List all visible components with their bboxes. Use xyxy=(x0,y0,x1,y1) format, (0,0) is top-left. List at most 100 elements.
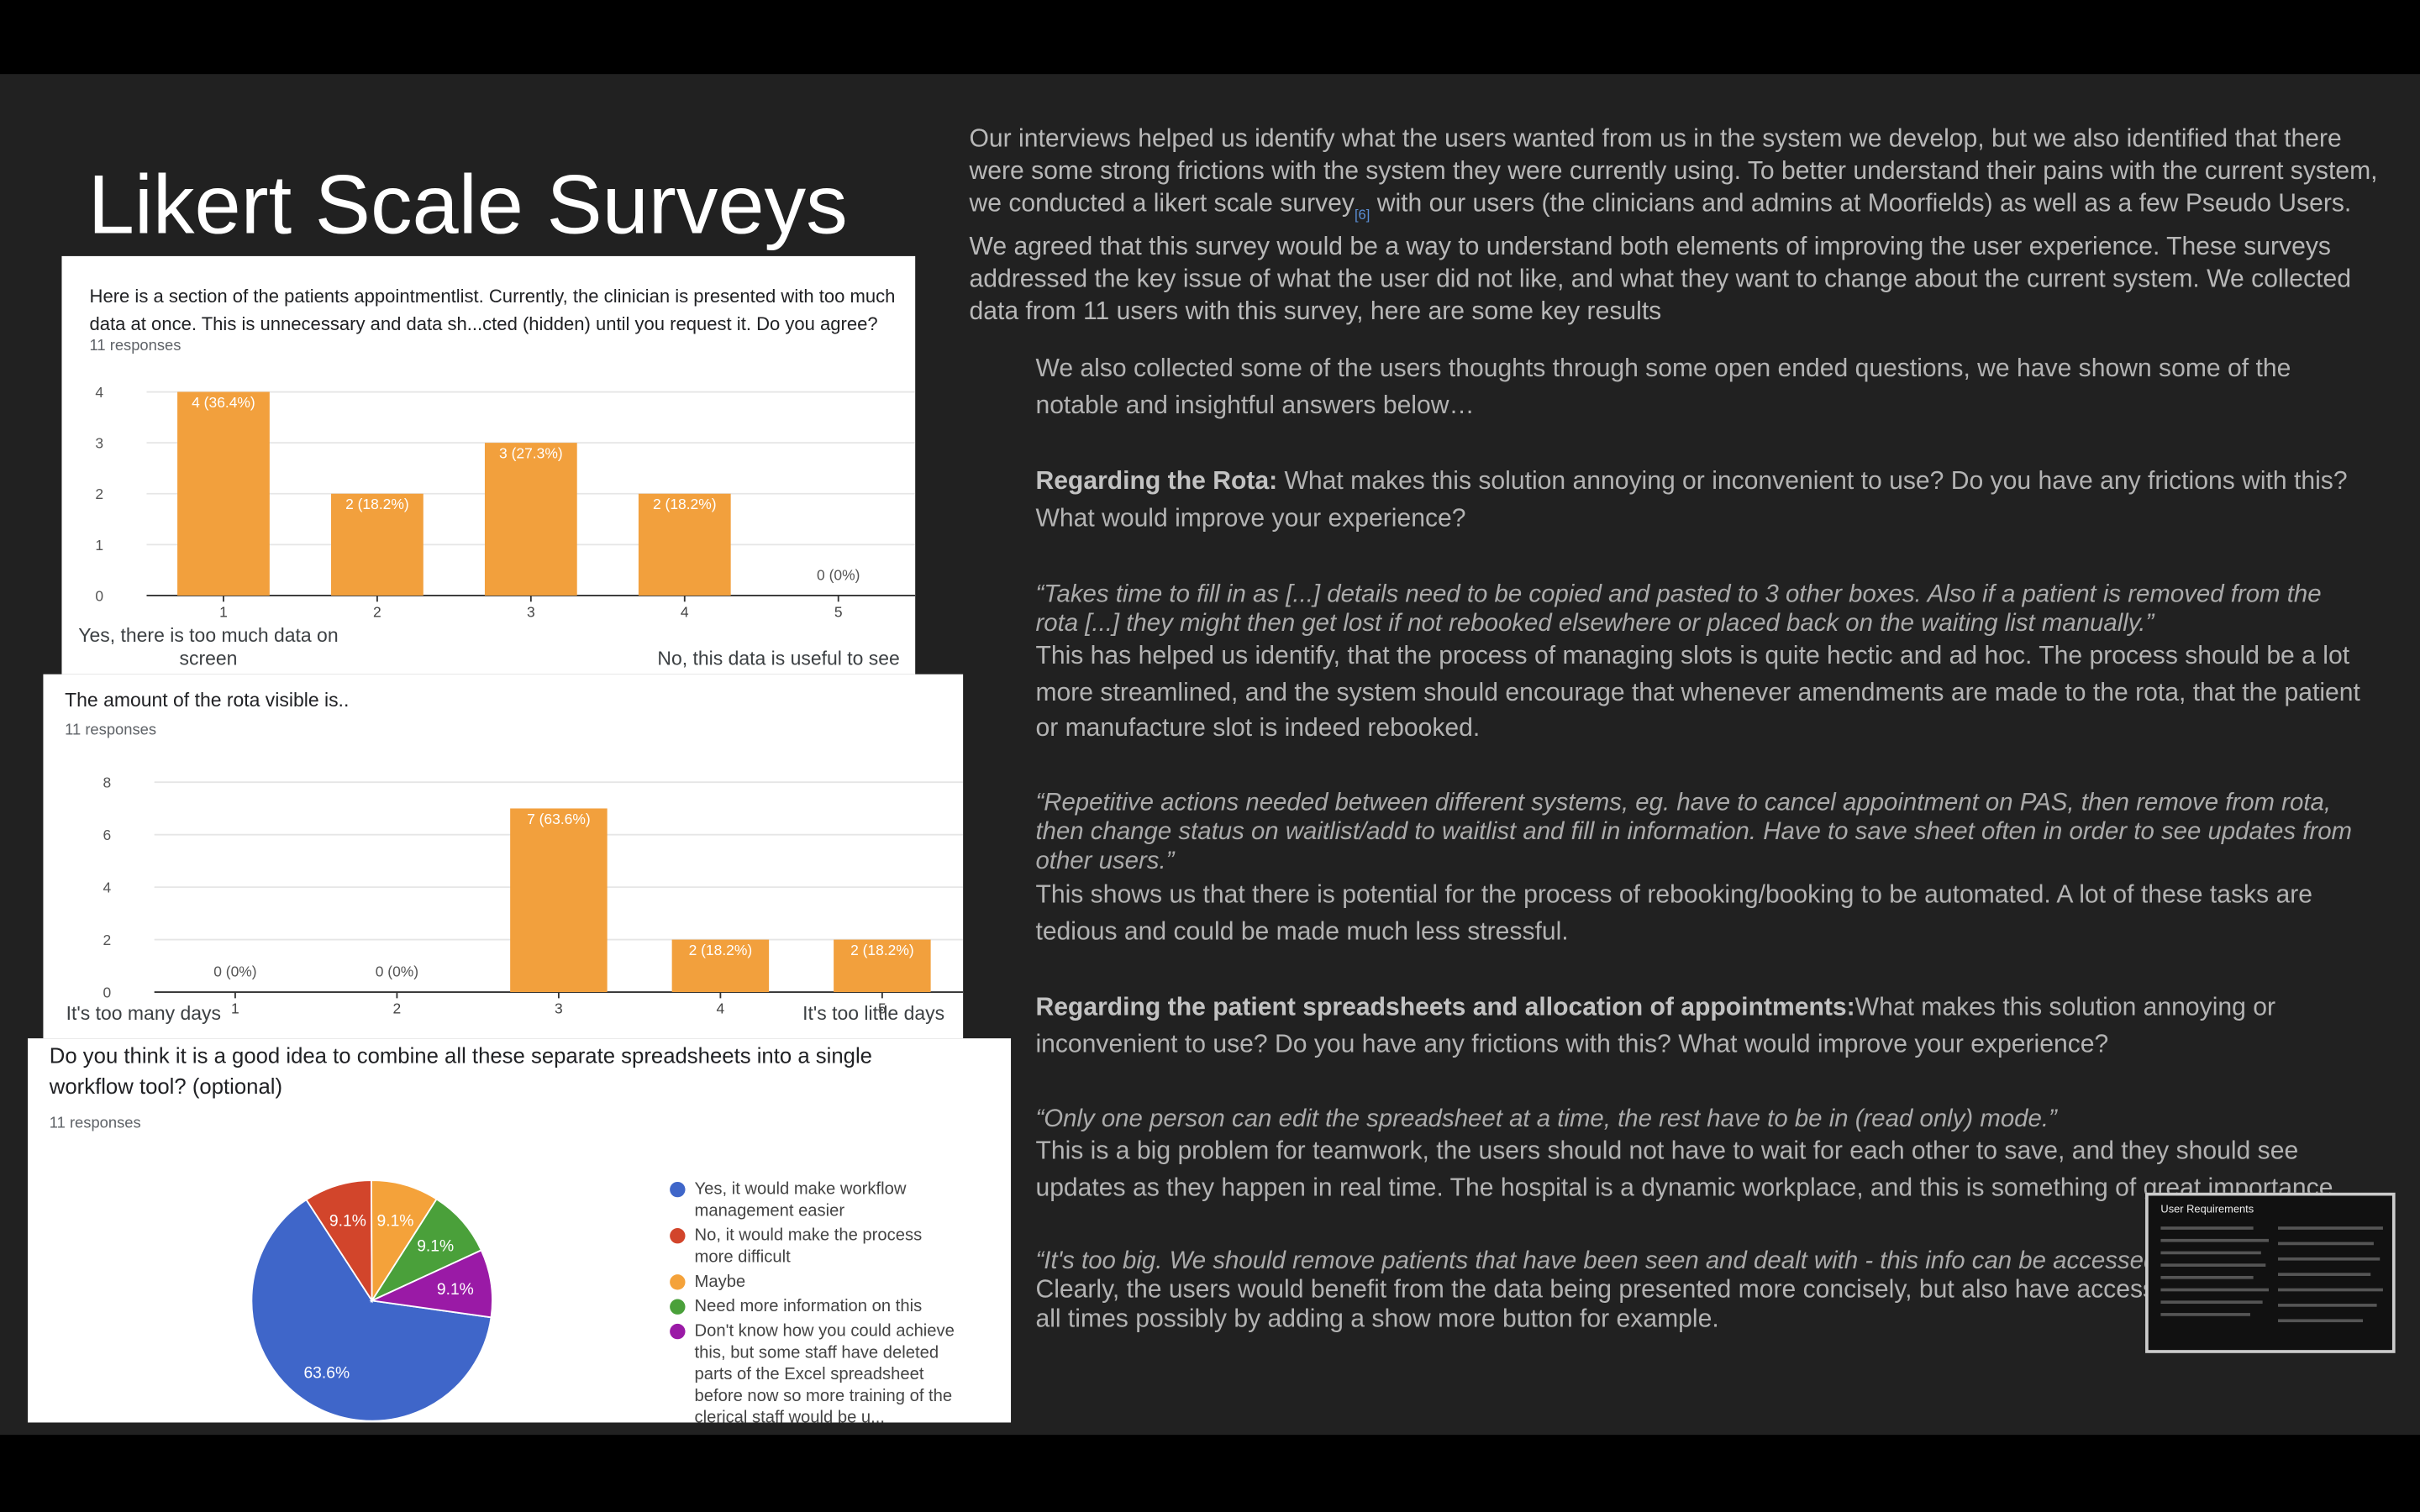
value-label: 2 (18.2%) xyxy=(689,942,753,958)
x-tick-label: 4 xyxy=(717,1000,725,1017)
y-tick-label: 8 xyxy=(103,774,112,791)
note-block: This has helped us identify, that the pr… xyxy=(1035,638,2365,748)
body-text: This is a big problem for teamwork, the … xyxy=(1035,1137,2333,1202)
thumb-line xyxy=(2278,1226,2383,1229)
x-tick-label: 1 xyxy=(231,1000,239,1017)
y-tick-label: 4 xyxy=(103,879,112,896)
slice-label: 9.1% xyxy=(417,1238,454,1256)
thumb-line xyxy=(2278,1242,2374,1245)
pie-slice xyxy=(369,1249,493,1319)
body-text: What makes this solution annoying or inc… xyxy=(1035,467,2348,533)
value-label: 2 (18.2%) xyxy=(850,942,914,958)
high-end-label: No, this data is useful to see xyxy=(657,648,900,670)
citation[interactable]: [6] xyxy=(1354,207,1370,223)
slice-label: 9.1% xyxy=(329,1213,366,1231)
thumb-line xyxy=(2278,1319,2364,1322)
low-end-label: Yes, there is too much data on screen xyxy=(78,624,339,670)
body-text: We also collected some of the users thou… xyxy=(1035,354,2291,420)
body-text: This has helped us identify, that the pr… xyxy=(1035,642,2360,743)
thumb-line xyxy=(2278,1273,2371,1276)
bar xyxy=(331,493,424,596)
slice-label: 63.6% xyxy=(303,1364,350,1382)
intro-paragraph: Our interviews helped us identify what t… xyxy=(969,123,2386,328)
legend: Yes, it would make workflow management e… xyxy=(670,1179,963,1422)
y-tick-label: 0 xyxy=(95,587,103,604)
thumb-line xyxy=(2160,1226,2254,1229)
note-block: This is a big problem for teamwork, the … xyxy=(1035,1134,2365,1207)
bar xyxy=(834,939,931,993)
legend-item: Need more information on this xyxy=(670,1296,963,1318)
survey-question: Here is a section of the patients appoin… xyxy=(89,285,896,335)
slice-label: 9.1% xyxy=(377,1212,414,1230)
thumb-line xyxy=(2278,1288,2383,1291)
value-label: 0 (0%) xyxy=(213,963,256,980)
bold-text: Regarding the Rota: xyxy=(1035,467,1278,496)
legend-text: Need more information on this xyxy=(694,1297,923,1316)
bar xyxy=(177,391,270,596)
quote-text: “It's too big. We should remove patients… xyxy=(1035,1247,2310,1275)
note-block: “Repetitive actions needed between diffe… xyxy=(1035,789,2365,877)
quote-text: “Repetitive actions needed between diffe… xyxy=(1035,790,2353,875)
x-tick-label: 2 xyxy=(373,604,381,621)
note-block: We also collected some of the users thou… xyxy=(1035,352,2365,425)
body-text: This shows us that there is potential fo… xyxy=(1035,880,2313,946)
legend-swatch xyxy=(670,1228,686,1244)
legend-swatch xyxy=(670,1323,686,1340)
low-end-label: It's too many days xyxy=(66,1002,221,1025)
note-block: This shows us that there is potential fo… xyxy=(1035,878,2365,951)
y-tick-label: 4 xyxy=(95,384,103,401)
legend-text: Maybe xyxy=(694,1273,746,1292)
x-tick-label: 3 xyxy=(527,604,535,621)
survey-chart: 0 1 2 3 4 1 4 (36.4%) 2 2 (18.2%) 3 3 (27.3%) 4 2 (1… xyxy=(95,384,916,621)
slide-thumbnail[interactable]: User Requirements xyxy=(2145,1192,2396,1353)
pie-slice xyxy=(371,1179,438,1304)
pie-slice xyxy=(305,1179,373,1304)
slice-label: 9.1% xyxy=(437,1281,474,1299)
bar xyxy=(671,939,770,993)
legend-item: Don't know how you could achieve this, b… xyxy=(670,1320,963,1422)
y-tick-label: 2 xyxy=(95,486,103,502)
x-tick-label: 2 xyxy=(393,1000,402,1017)
thumb-line xyxy=(2160,1238,2270,1242)
response-count: 11 responses xyxy=(49,1115,141,1133)
thumb-line xyxy=(2160,1251,2261,1254)
survey-question: The amount of the rota visible is.. xyxy=(65,690,350,711)
survey-chart: 63.6%9.1% 9.1%9.1%9.1% xyxy=(250,1179,493,1422)
survey-card: 0 1 2 3 4 1 4 (36.4%) 2 2 (18.2%) 3 3 (27.3%) 4 2 (1… xyxy=(61,255,916,675)
note-block: Regarding the patient spreadsheets and a… xyxy=(1035,990,2365,1063)
x-tick-label: 4 xyxy=(681,604,689,621)
thumb-line xyxy=(2278,1257,2381,1260)
intro-text: with our users (the clinicians and admin… xyxy=(969,189,2352,326)
value-label: 0 (0%) xyxy=(376,963,418,980)
thumbnail-title: User Requirements xyxy=(2160,1205,2254,1216)
legend-swatch xyxy=(670,1274,686,1290)
quote-text: “Only one person can edit the spreadshee… xyxy=(1035,1105,2057,1133)
body-text: What makes this solution annoying or inc… xyxy=(1035,993,2276,1058)
value-label: 3 (27.3%) xyxy=(499,445,563,462)
legend-text: Don't know how you could achieve this, b… xyxy=(694,1322,955,1423)
pie-slice xyxy=(250,1198,492,1422)
legend-item: No, it would make the process more diffi… xyxy=(670,1225,963,1268)
survey-card: 63.6% 9.1% 9.1% 9.1% 9.1% Do you think it is … xyxy=(28,1038,1012,1423)
note-block: “Takes time to fill in as [...] details … xyxy=(1035,580,2365,639)
y-tick-label: 1 xyxy=(95,537,103,554)
x-tick-label: 1 xyxy=(219,604,228,621)
thumb-line xyxy=(2160,1288,2270,1291)
x-tick-label: 3 xyxy=(555,1000,563,1017)
pie-slice xyxy=(370,1198,482,1303)
value-label: 0 (0%) xyxy=(817,567,860,584)
y-tick-label: 3 xyxy=(95,435,103,452)
survey-question: Do you think it is a good idea to combin… xyxy=(49,1042,872,1099)
note-block: “Only one person can edit the spreadshee… xyxy=(1035,1105,2365,1134)
response-count: 11 responses xyxy=(65,722,157,739)
high-end-label: It's too little days xyxy=(802,1002,945,1025)
thumb-line xyxy=(2160,1313,2250,1315)
bar xyxy=(638,493,731,596)
thumb-line xyxy=(2160,1275,2254,1278)
bold-text: Regarding the patient spreadsheets and a… xyxy=(1035,993,1855,1021)
note-block: “It's too big. We should remove patients… xyxy=(1035,1247,2365,1335)
quote-text: “Takes time to fill in as [...] details … xyxy=(1035,581,2322,638)
